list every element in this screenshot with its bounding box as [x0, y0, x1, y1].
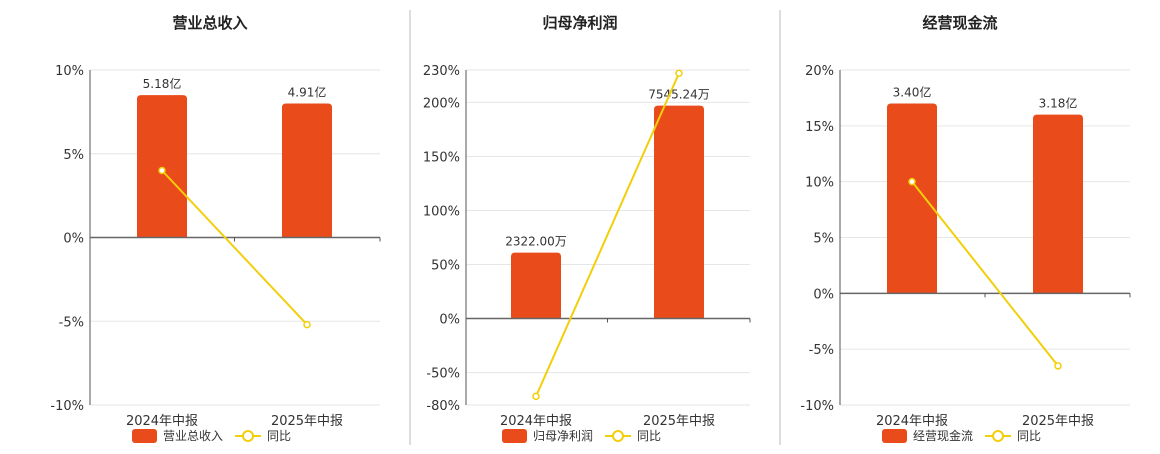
y-tick-label: 200% [423, 96, 460, 111]
y-tick-label: 10% [805, 176, 834, 191]
legend[interactable]: 营业总收入 同比 [132, 429, 291, 443]
y-tick-label: 0% [439, 313, 460, 328]
y-tick-label: 150% [423, 150, 460, 165]
x-category-label: 2025年中报 [1022, 414, 1094, 429]
x-category-label: 2025年中报 [643, 414, 715, 429]
legend-bar-swatch [502, 429, 527, 443]
legend-line-marker [612, 430, 625, 442]
y-tick-label: 10% [55, 64, 84, 79]
legend-line-label: 同比 [637, 429, 661, 443]
y-tick-label: -10% [800, 399, 834, 414]
y-tick-label: -50% [426, 367, 460, 382]
legend-bar-swatch [882, 429, 907, 443]
y-tick-label: -5% [59, 315, 84, 330]
y-tick-label: 230% [423, 64, 460, 79]
bar[interactable] [511, 252, 561, 319]
legend-line-marker [992, 430, 1005, 442]
x-category-label: 2024年中报 [876, 414, 948, 429]
y-tick-label: 100% [423, 204, 460, 219]
legend[interactable]: 归母净利润 同比 [502, 429, 661, 443]
yoy-point[interactable] [1054, 362, 1062, 370]
legend-bar-swatch [132, 429, 157, 443]
y-tick-label: 0% [63, 232, 84, 247]
bar-data-label: 4.91亿 [288, 85, 327, 100]
x-category-label: 2025年中报 [271, 414, 343, 429]
legend-bar-label: 归母净利润 [533, 429, 593, 443]
bar-data-label: 7545.24万 [648, 88, 710, 102]
chart-panel: 营业总收入 10% 5% 0% -5% -10% 5.18亿 4.91亿 2024年中报 2025… [50, 14, 381, 443]
chart-panel: 归母净利润 230% 200% 150% 100% 50% 0% -50% -80% 2322.0… [423, 14, 751, 443]
yoy-point[interactable] [158, 166, 166, 175]
yoy-line [535, 72, 680, 397]
y-tick-label: 5% [63, 148, 84, 163]
y-tick-label: 5% [813, 232, 834, 247]
y-tick-label: 20% [805, 64, 834, 79]
y-tick-label: 50% [431, 259, 460, 274]
y-tick-label: -80% [426, 399, 460, 414]
yoy-point[interactable] [532, 392, 540, 401]
yoy-point[interactable] [675, 69, 683, 77]
legend-bar-label: 经营现金流 [913, 428, 973, 443]
chart-title: 营业总收入 [172, 14, 247, 32]
bar-data-label: 2322.00万 [505, 235, 567, 249]
bar[interactable] [654, 105, 704, 319]
bar-data-label: 5.18亿 [143, 76, 182, 91]
bar-data-label: 3.18亿 [1039, 96, 1078, 111]
y-tick-label: 0% [813, 287, 834, 302]
legend-line-label: 同比 [1017, 429, 1041, 443]
chart-title: 归母净利润 [542, 14, 617, 32]
yoy-point[interactable] [908, 177, 916, 186]
bar[interactable] [1033, 114, 1083, 294]
x-category-label: 2024年中报 [500, 414, 572, 429]
chart-title: 经营现金流 [922, 14, 997, 32]
y-tick-label: -10% [50, 399, 84, 414]
yoy-line [911, 181, 1059, 367]
y-tick-label: -5% [809, 343, 834, 358]
bar[interactable] [887, 103, 937, 294]
yoy-point[interactable] [303, 320, 311, 329]
legend-line-label: 同比 [267, 429, 291, 443]
yoy-line [161, 169, 308, 326]
bar[interactable] [137, 95, 187, 238]
bar[interactable] [282, 103, 332, 238]
x-category-label: 2024年中报 [126, 414, 198, 429]
legend-bar-label: 营业总收入 [163, 429, 223, 443]
legend-line-marker [242, 430, 255, 442]
chart-panel: 经营现金流 20% 15% 10% 5% 0% -5% -10% 3.40亿 3.18亿 2024年… [800, 14, 1131, 443]
y-tick-label: 15% [805, 120, 834, 135]
legend[interactable]: 经营现金流 同比 [882, 428, 1041, 443]
bar-data-label: 3.40亿 [893, 85, 932, 100]
